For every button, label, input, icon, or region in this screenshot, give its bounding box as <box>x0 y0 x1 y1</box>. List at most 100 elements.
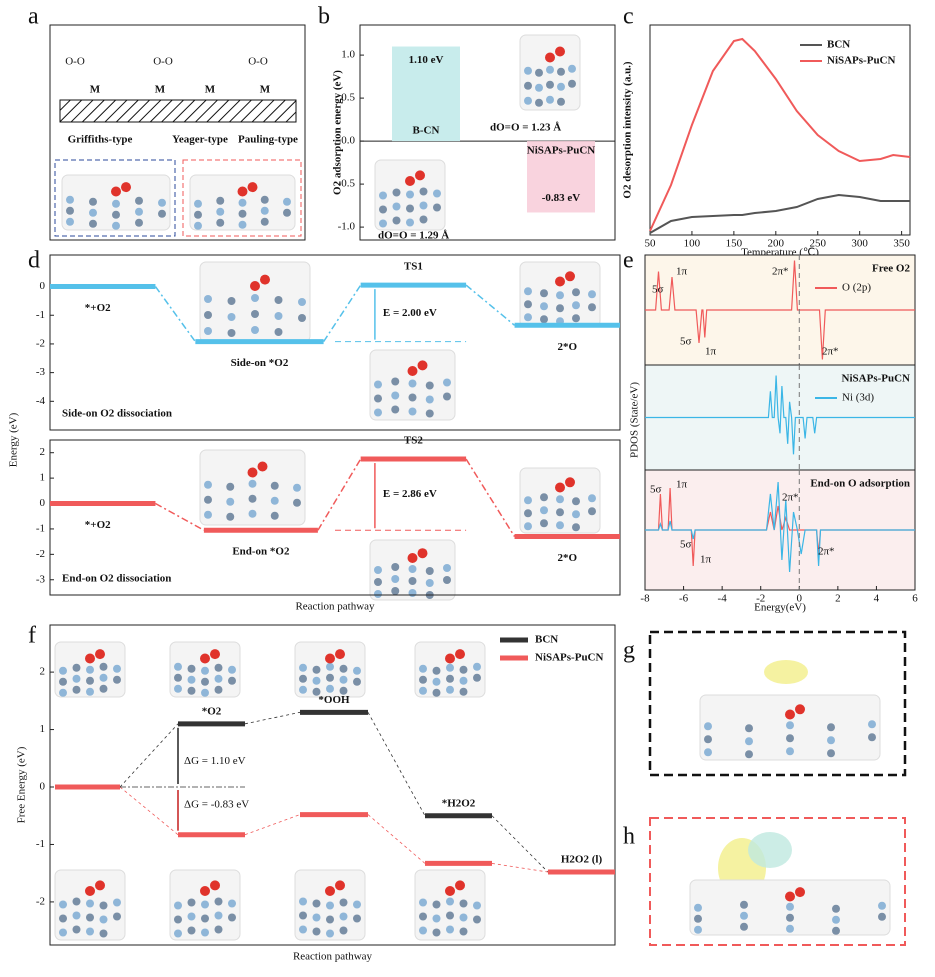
atom <box>201 688 209 697</box>
atom <box>293 498 301 507</box>
atom <box>832 926 840 935</box>
atom <box>325 653 335 664</box>
atom <box>443 564 451 572</box>
metal-label: M <box>90 84 101 96</box>
atom <box>432 666 441 675</box>
line-series <box>645 481 915 573</box>
atom <box>326 901 334 910</box>
atom <box>374 590 382 598</box>
atom <box>204 495 212 504</box>
x-tick-label: 2 <box>835 593 841 605</box>
line-series <box>645 375 915 455</box>
atom <box>89 197 97 206</box>
binding-type: Griffiths-type <box>68 134 133 146</box>
atom <box>326 929 334 938</box>
x-tick-label: -8 <box>640 593 650 605</box>
connector <box>465 284 516 326</box>
y-axis-label: Free Energy (eV) <box>16 746 28 823</box>
atom <box>227 313 236 321</box>
atom <box>66 217 74 226</box>
barrier-label: E = 2.86 eV <box>383 488 437 500</box>
atom <box>312 687 321 696</box>
atom <box>392 202 401 211</box>
y-axis-label: O2 adsorption energy (eV) <box>332 70 344 195</box>
atom <box>408 577 417 585</box>
orbital-label: 1π <box>705 346 717 358</box>
atom <box>251 310 259 318</box>
atom <box>214 663 223 672</box>
atom <box>248 494 257 503</box>
orbital-label: 2π* <box>772 266 789 278</box>
atom <box>353 677 361 686</box>
state-label: 2*O <box>557 552 577 564</box>
x-axis-label: Energy(eV) <box>754 602 806 614</box>
atom <box>546 65 554 74</box>
inset-box <box>54 159 176 237</box>
atom <box>283 208 291 217</box>
atom <box>408 379 417 388</box>
atom <box>216 218 225 227</box>
atom <box>425 409 434 418</box>
atom <box>446 663 454 672</box>
y-tick-label: -1 <box>36 838 45 850</box>
atom <box>786 734 794 743</box>
orbital-label: 5σ <box>680 539 692 551</box>
state-label: *+O2 <box>85 519 111 531</box>
atom <box>135 218 143 227</box>
level-label: H2O2 (l) <box>561 854 603 866</box>
atom <box>455 649 465 660</box>
line-series <box>649 193 910 234</box>
atom <box>204 311 212 319</box>
atom <box>588 303 596 312</box>
bar <box>527 141 595 213</box>
y-tick-label: -1 <box>36 522 45 534</box>
atom <box>250 281 260 291</box>
y-tick-label: 0.5 <box>341 92 355 104</box>
atom <box>745 750 753 759</box>
legend-label: BCN <box>535 634 558 646</box>
atom <box>786 924 794 933</box>
atom <box>524 287 532 296</box>
atom <box>572 497 580 506</box>
atom <box>425 381 434 390</box>
subplot-title: Free O2 <box>872 263 910 275</box>
atom <box>432 914 441 923</box>
x-tick-label: 300 <box>851 238 868 250</box>
atom <box>113 675 121 684</box>
atom <box>446 674 454 683</box>
atom <box>257 461 268 472</box>
atom <box>238 220 247 229</box>
x-tick-label: 250 <box>809 238 826 250</box>
y-axis-label: O2 desorption intensity (a.u.) <box>622 61 634 199</box>
atom <box>174 662 182 671</box>
atom <box>555 46 565 57</box>
atom <box>214 674 223 683</box>
atom <box>339 912 348 921</box>
atom <box>270 481 279 490</box>
state-label: 2*O <box>557 341 577 353</box>
atom <box>556 521 564 530</box>
atom <box>270 496 279 505</box>
level-label: *O2 <box>202 705 222 717</box>
atom <box>210 649 220 660</box>
atom <box>270 511 279 520</box>
atom <box>72 663 81 672</box>
atom <box>391 377 400 386</box>
atom <box>174 901 182 910</box>
atom <box>540 519 548 528</box>
atom <box>740 911 748 920</box>
plot-frame <box>49 624 616 946</box>
atom <box>568 64 576 73</box>
atom <box>59 928 67 937</box>
atom <box>379 191 387 200</box>
atom <box>785 891 795 902</box>
atom <box>86 687 94 696</box>
atom <box>339 664 348 673</box>
atom <box>113 664 121 673</box>
atom <box>121 182 131 193</box>
legend-label: Ni (3d) <box>842 392 874 404</box>
y-tick-label: -2 <box>36 548 45 560</box>
atom <box>524 522 532 531</box>
atom <box>112 221 120 230</box>
atom <box>111 186 121 197</box>
